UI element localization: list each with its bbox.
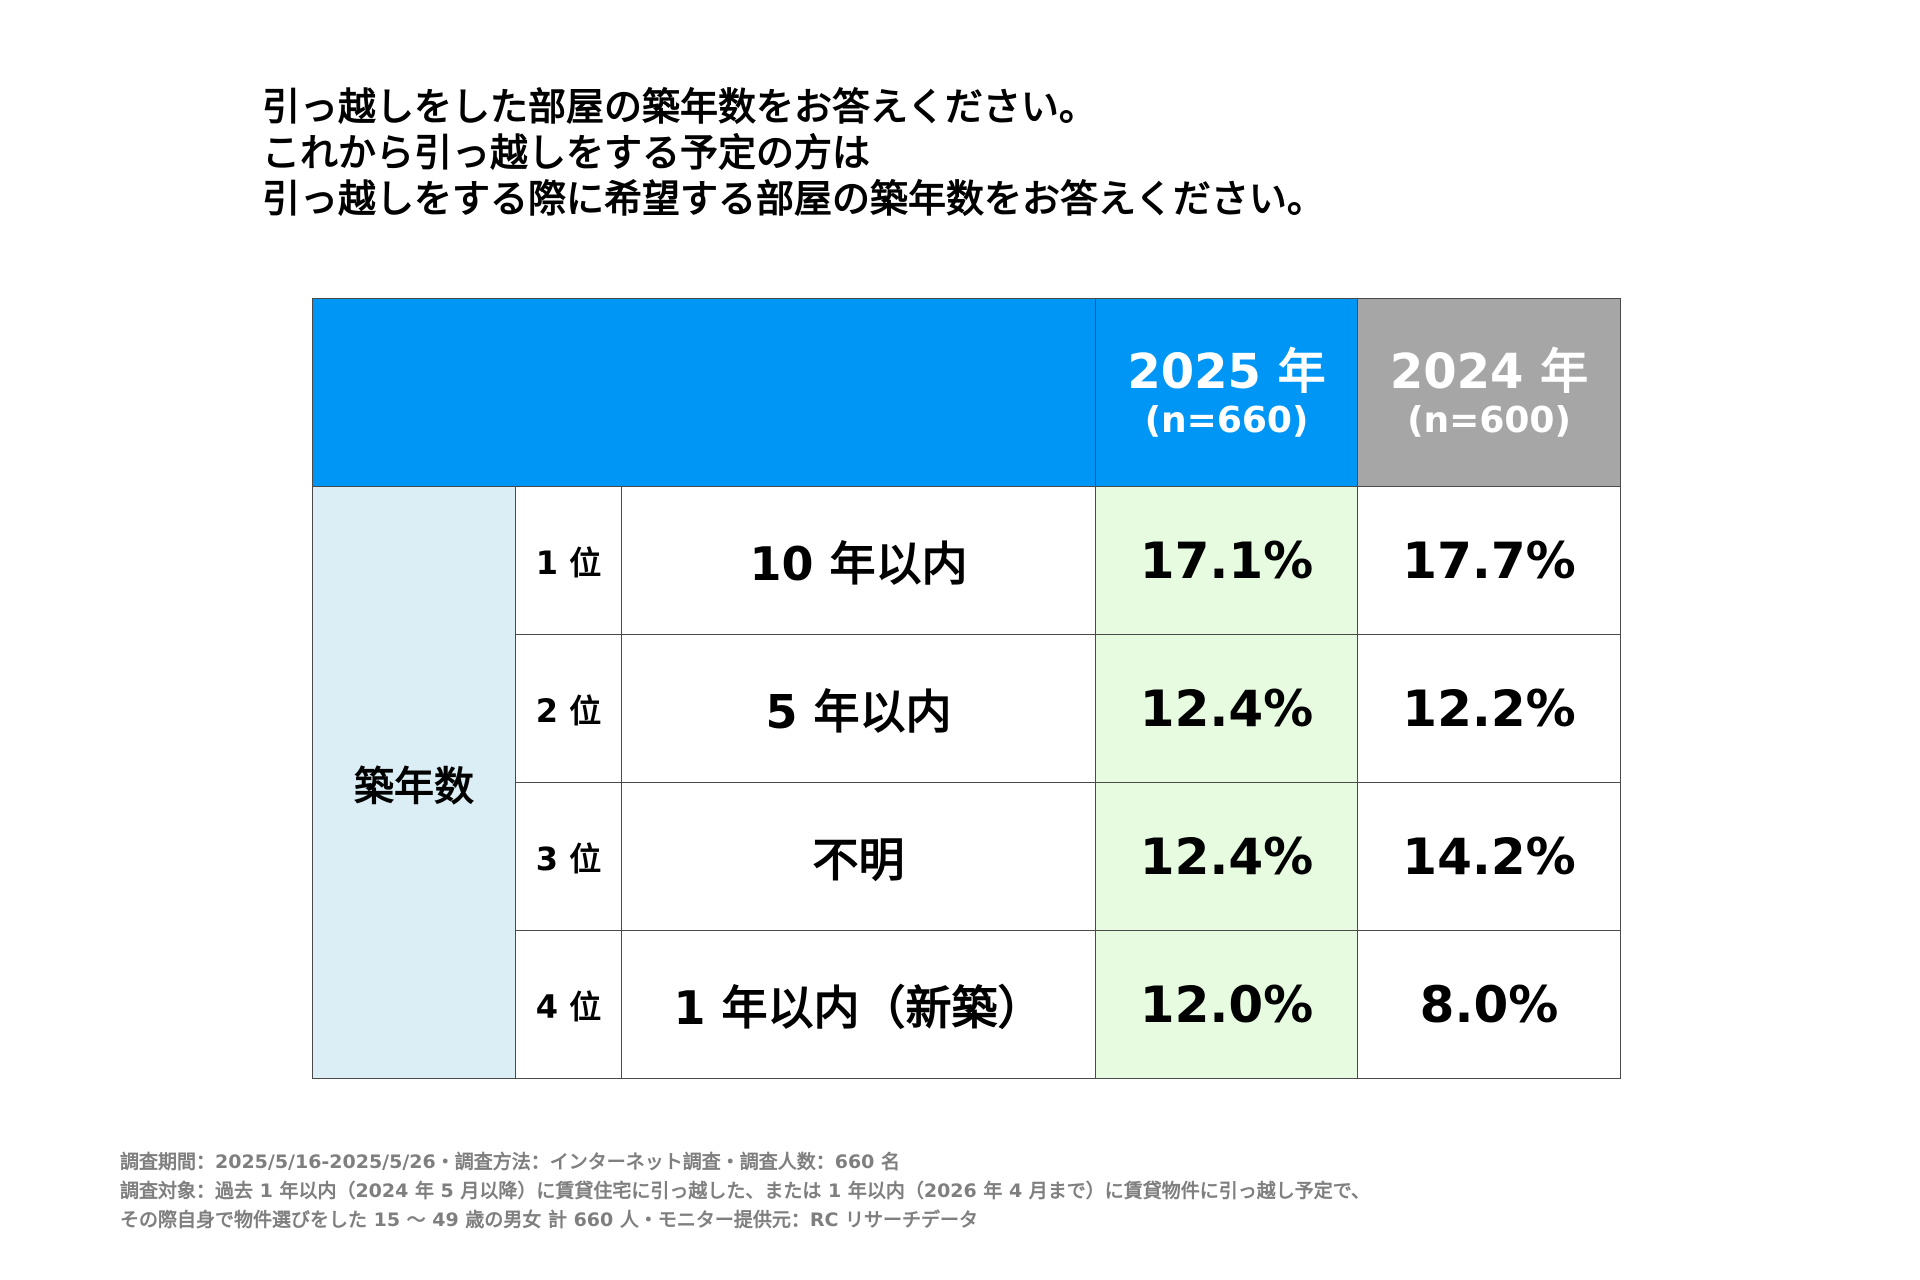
value-2024: 8.0%: [1357, 930, 1622, 1079]
item-label: 10 年以内: [620, 486, 1097, 635]
value-2025: 12.0%: [1095, 930, 1359, 1079]
header-blank-cell: [311, 298, 1097, 487]
question-line-3: 引っ越しをする際に希望する部屋の築年数をお答えください。: [262, 177, 1325, 221]
footnote-line-3: その際自身で物件選びをした 15 ～ 49 歳の男女 計 660 人・モニター提…: [120, 1209, 979, 1231]
item-label: 不明: [620, 782, 1097, 931]
row-group-label: 築年数: [312, 486, 516, 1079]
item-label: 1 年以内（新築）: [620, 930, 1097, 1079]
value-2024: 17.7%: [1357, 486, 1622, 635]
rank-label: 1 位: [515, 486, 622, 635]
table-header-row: 2025 年 (n=660) 2024 年 (n=600): [311, 298, 1622, 487]
column-sample-2024: (n=600): [1407, 399, 1571, 441]
value-2025: 12.4%: [1095, 634, 1359, 783]
value-2024: 12.2%: [1357, 634, 1622, 783]
table-row: 2 位 5 年以内 12.4% 12.2%: [313, 634, 1622, 783]
value-2024: 14.2%: [1357, 782, 1622, 931]
table-row: 4 位 1 年以内（新築） 12.0% 8.0%: [313, 930, 1622, 1079]
column-year-2025: 2025 年: [1127, 343, 1326, 400]
footnote-line-2: 調査対象：過去 1 年以内（2024 年 5 月以降）に賃貸住宅に引っ越した、ま…: [120, 1180, 1371, 1202]
value-2025: 12.4%: [1095, 782, 1359, 931]
column-sample-2025: (n=660): [1144, 399, 1309, 441]
question-line-2: これから引っ越しをする予定の方は: [262, 131, 871, 175]
survey-footnote: 調査期間：2025/5/16-2025/5/26・調査方法：インターネット調査・…: [120, 1148, 1820, 1235]
item-label: 5 年以内: [620, 634, 1097, 783]
value-2025: 17.1%: [1095, 486, 1359, 635]
column-year-2024: 2024 年: [1389, 343, 1589, 400]
table-row: 築年数 1 位 10 年以内 17.1% 17.7%: [312, 486, 1622, 1079]
column-header-2025: 2025 年 (n=660): [1095, 298, 1359, 487]
rank-label: 4 位: [515, 930, 622, 1079]
rank-label: 3 位: [515, 782, 622, 931]
table-row: 3 位 不明 12.4% 14.2%: [313, 782, 1622, 931]
ranking-table: 2025 年 (n=660) 2024 年 (n=600) 築年数 1 位 10…: [311, 298, 1622, 1079]
question-line-1: 引っ越しをした部屋の築年数をお答えください。: [262, 85, 1097, 129]
ranking-table-container: 2025 年 (n=660) 2024 年 (n=600) 築年数 1 位 10…: [311, 298, 1622, 1079]
survey-question: 引っ越しをした部屋の築年数をお答えください。 これから引っ越しをする予定の方は …: [262, 84, 1762, 222]
column-header-2024: 2024 年 (n=600): [1357, 298, 1622, 487]
rank-label: 2 位: [515, 634, 622, 783]
footnote-line-1: 調査期間：2025/5/16-2025/5/26・調査方法：インターネット調査・…: [120, 1151, 901, 1173]
